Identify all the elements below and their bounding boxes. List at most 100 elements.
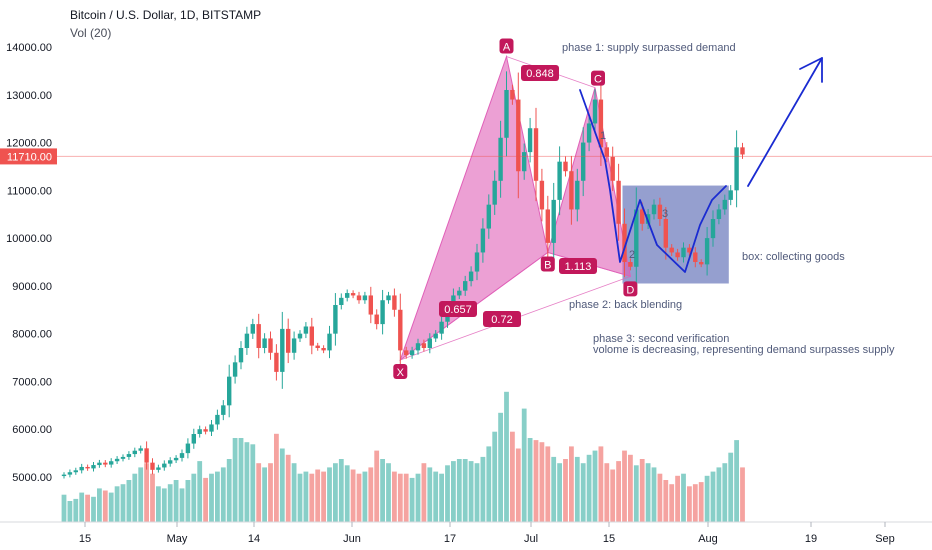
- candle-body: [168, 460, 173, 464]
- candle: [291, 331, 297, 360]
- pattern-point-label: A: [503, 42, 511, 54]
- candle-body: [215, 414, 220, 425]
- volume-bar: [303, 471, 309, 522]
- annotation-text: phase 3: second verification: [593, 333, 729, 345]
- candle: [498, 120, 503, 198]
- candle: [681, 242, 686, 263]
- candle-body: [734, 147, 739, 191]
- candle: [73, 467, 78, 475]
- candle: [439, 315, 444, 340]
- candle: [327, 325, 332, 359]
- candle-body: [427, 338, 432, 348]
- candle-body: [598, 99, 604, 148]
- candle: [516, 72, 521, 199]
- volume-bar: [167, 484, 173, 522]
- candle: [716, 204, 722, 225]
- pattern-point-label: C: [594, 74, 602, 86]
- candle: [563, 156, 568, 177]
- candle: [427, 333, 432, 354]
- volume-bar: [256, 463, 262, 522]
- volume-bar: [722, 463, 728, 522]
- volume-bar: [197, 461, 203, 522]
- volume-bar: [191, 473, 197, 522]
- candle-body: [120, 456, 126, 459]
- candle: [103, 460, 108, 468]
- volume-bar: [250, 444, 256, 522]
- candle: [179, 449, 185, 462]
- y-tick-label: 14000.00: [6, 42, 52, 54]
- candle-body: [504, 90, 509, 138]
- candle: [634, 187, 639, 289]
- pattern-labels: X A B C D 0.848 0.657 1.113 0.72 1 2 3: [393, 38, 668, 379]
- volume-bar: [639, 459, 645, 522]
- candle-body: [622, 223, 627, 262]
- candle: [504, 71, 509, 157]
- candle: [138, 445, 143, 454]
- candle: [522, 143, 527, 180]
- candle-body: [545, 209, 550, 243]
- candle: [303, 322, 309, 339]
- volume-bar: [663, 480, 669, 522]
- volume-bar: [486, 446, 492, 522]
- pattern-point-label: B: [544, 259, 551, 271]
- candle: [486, 194, 491, 239]
- volume-bar: [692, 484, 698, 522]
- candle-body: [669, 247, 674, 253]
- candle-body: [274, 352, 279, 372]
- candle: [604, 142, 609, 163]
- candle-body: [710, 219, 716, 239]
- volume-bar: [451, 461, 456, 522]
- candle-body: [173, 457, 179, 461]
- volume-bar: [297, 473, 303, 522]
- candle: [421, 339, 427, 352]
- candle: [693, 247, 698, 268]
- volume-bar: [409, 477, 415, 522]
- wave-number-label: 2: [629, 249, 635, 261]
- volume-bar: [179, 488, 185, 522]
- candle-body: [227, 376, 232, 406]
- candle: [368, 286, 373, 324]
- volume-bar: [616, 461, 621, 522]
- candle-body: [109, 461, 114, 465]
- candle: [492, 170, 497, 215]
- candle: [244, 326, 250, 355]
- candle-body: [162, 463, 167, 468]
- y-axis: 14000.00 13000.00 12000.00 11000.00 10000.00…: [6, 42, 52, 484]
- annotation-text: phase 2: back blending: [569, 299, 682, 311]
- x-tick-label: Aug: [698, 533, 718, 545]
- volume-bar: [427, 467, 433, 522]
- candle: [628, 258, 633, 271]
- candle: [545, 195, 550, 257]
- candle: [286, 318, 291, 364]
- candle: [586, 114, 592, 152]
- volume-bar: [156, 486, 161, 522]
- volume-bar: [268, 463, 273, 522]
- volume-bar: [232, 438, 238, 522]
- candle-body: [103, 462, 108, 465]
- candle-body: [551, 199, 556, 243]
- volume-indicator-label[interactable]: Vol (20): [70, 26, 112, 40]
- candle-body: [238, 348, 244, 363]
- volume-bar: [238, 438, 244, 522]
- volume-bar: [120, 484, 126, 522]
- candle: [120, 454, 126, 462]
- candle: [126, 451, 132, 460]
- candle-body: [463, 281, 468, 291]
- candle-body: [557, 161, 562, 200]
- candle-body: [380, 300, 385, 325]
- candle: [144, 441, 149, 470]
- candle: [386, 291, 391, 304]
- candle: [622, 208, 627, 278]
- pattern-ratio: 1.113: [559, 258, 597, 274]
- candle-body: [97, 462, 102, 466]
- candle-body: [244, 333, 250, 348]
- candle-body: [268, 338, 273, 353]
- x-tick-label: 19: [805, 533, 817, 545]
- candle-body: [138, 448, 143, 451]
- candle-body: [61, 474, 67, 477]
- volume-bar: [132, 473, 138, 522]
- pattern-ratio: 0.848: [521, 65, 559, 81]
- volume-bar: [669, 484, 675, 522]
- y-tick-label: 6000.00: [12, 424, 52, 436]
